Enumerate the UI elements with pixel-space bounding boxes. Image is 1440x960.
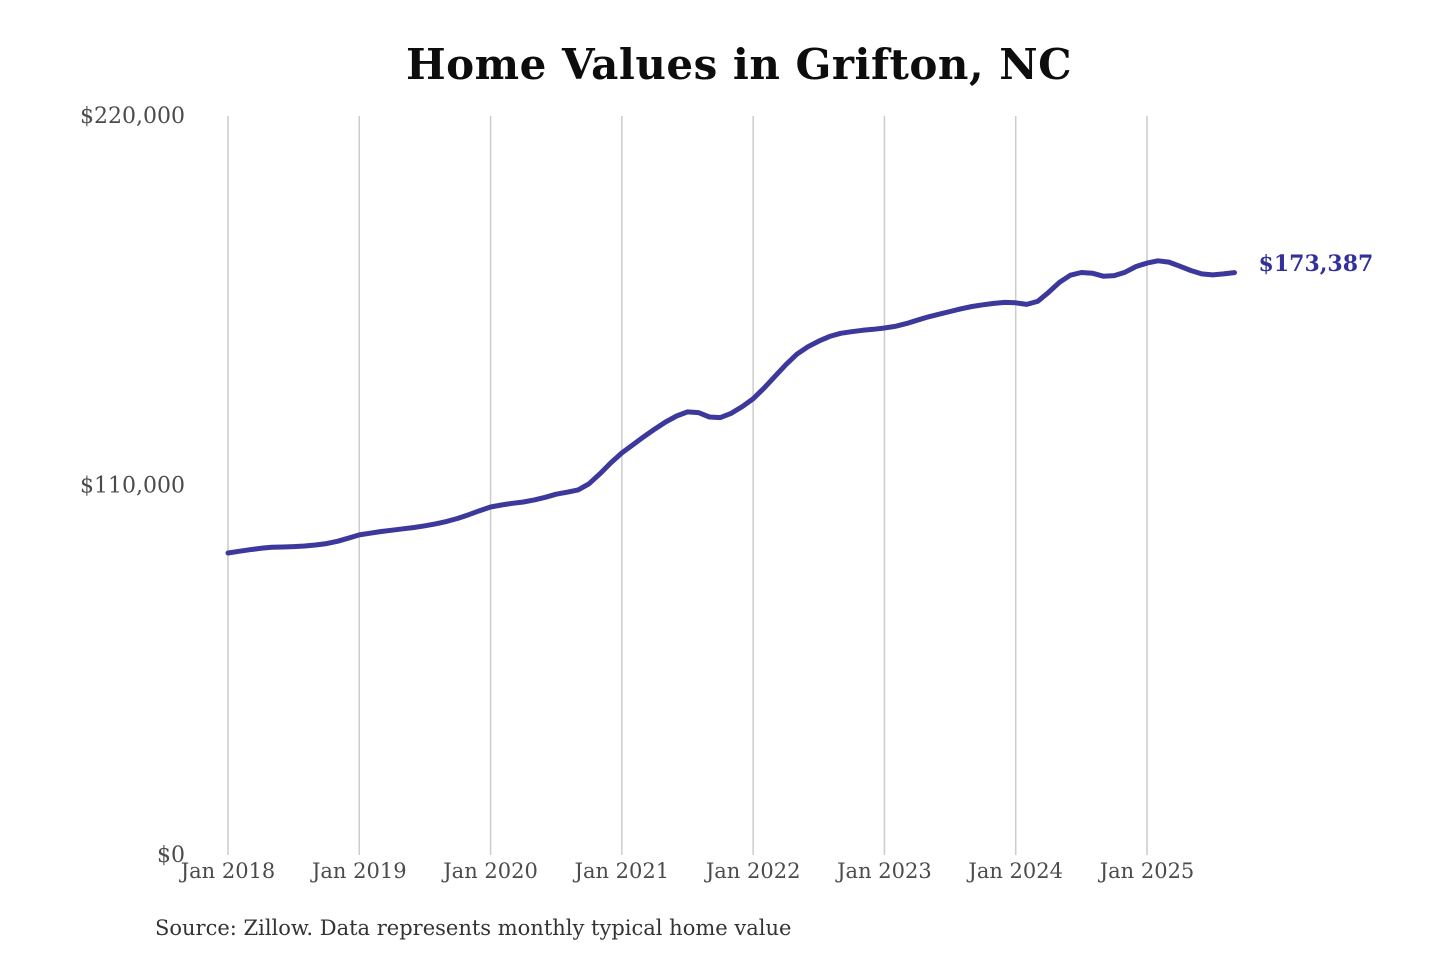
y-tick-label: $220,000	[80, 104, 185, 129]
latest-value-label: $173,387	[1258, 250, 1374, 277]
x-tick-label: Jan 2020	[441, 859, 538, 883]
x-tick-label: Jan 2022	[704, 859, 801, 883]
x-tick-label: Jan 2019	[310, 859, 407, 883]
x-tick-label: Jan 2025	[1098, 859, 1195, 883]
x-tick-label: Jan 2024	[966, 859, 1063, 883]
x-tick-label: Jan 2018	[179, 859, 276, 883]
y-tick-label: $0	[157, 843, 185, 868]
y-tick-label: $110,000	[80, 474, 185, 499]
x-tick-label: Jan 2023	[835, 859, 932, 883]
chart-title: Home Values in Grifton, NC	[405, 40, 1073, 89]
home-value-line	[225, 258, 1237, 556]
source-note: Source: Zillow. Data represents monthly …	[155, 916, 792, 940]
x-tick-label: Jan 2021	[573, 859, 670, 883]
